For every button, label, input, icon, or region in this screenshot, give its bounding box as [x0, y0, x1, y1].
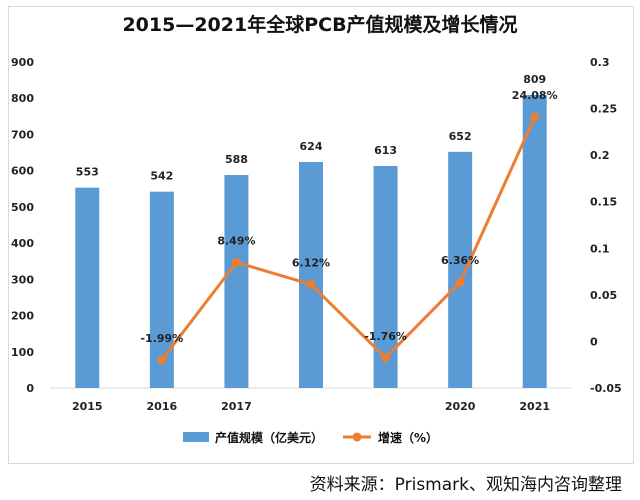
- y-left-tick-label: 400: [11, 237, 34, 250]
- bar: [75, 187, 100, 388]
- y-left-tick-label: 100: [11, 346, 34, 359]
- line-point: [455, 277, 465, 287]
- line-point: [231, 257, 241, 267]
- bar-value-label: 624: [300, 140, 323, 153]
- x-tick-label: 2021: [519, 400, 550, 413]
- legend-layer: 产值规模（亿美元） 增速（%）: [183, 430, 438, 445]
- legend-swatch-marker: [352, 432, 362, 442]
- legend-swatch-bar: [183, 432, 209, 442]
- line-layer: [157, 112, 540, 365]
- y-left-tick-label: 600: [11, 165, 34, 178]
- y-right-tick-label: 0: [590, 335, 598, 348]
- x-tick-label: 2016: [147, 400, 178, 413]
- bar: [299, 161, 323, 388]
- y-left-tick-label: 900: [11, 56, 34, 69]
- bar-value-label: 809: [523, 73, 546, 86]
- y-right-tick-label: -0.05: [590, 382, 622, 395]
- bar: [448, 151, 473, 388]
- line-point: [157, 355, 167, 365]
- line-point: [530, 112, 540, 122]
- labels-layer: 553 542 588 624 613 652 809 -1.99% 8.49% 6.12% -1.…: [76, 73, 558, 345]
- y-left-tick-label: 300: [11, 273, 34, 286]
- x-tick-label: 2017: [221, 400, 252, 413]
- line-point: [381, 353, 391, 363]
- y-left-tick-label: 200: [11, 310, 34, 323]
- x-tick-label: 2020: [445, 400, 476, 413]
- chart-title: 2015—2021年全球PCB产值规模及增长情况: [122, 14, 518, 36]
- line-value-label: 8.49%: [217, 234, 255, 247]
- line-point: [306, 279, 316, 289]
- bar-value-label: 588: [225, 153, 248, 166]
- chart-frame: [8, 6, 634, 464]
- y-left-tick-label: 800: [11, 92, 34, 105]
- bar-value-label: 542: [150, 170, 173, 183]
- source-note: 资料来源：Prismark、观知海内咨询整理: [309, 475, 622, 495]
- y-right-tick-label: 0.1: [590, 242, 610, 255]
- line-value-label: -1.76%: [364, 330, 407, 343]
- y-left-tick-label: 700: [11, 128, 34, 141]
- bars-layer: [75, 94, 547, 388]
- bar-value-label: 613: [374, 144, 397, 157]
- x-tick-label: 2015: [72, 400, 103, 413]
- legend-label-line: 增速（%）: [378, 430, 438, 445]
- axes-layer: 0 100 200 300 400 500 600 700 800 900 -0.05 0 0.05 0.…: [11, 56, 622, 413]
- growth-line: [160, 116, 537, 361]
- y-right-tick-label: 0.05: [590, 289, 617, 302]
- y-right-tick-label: 0.25: [590, 103, 617, 116]
- line-value-label: 24.08%: [512, 89, 558, 102]
- bar-value-label: 553: [76, 166, 99, 179]
- line-value-label: 6.36%: [441, 254, 479, 267]
- y-right-tick-label: 0.3: [590, 56, 610, 69]
- y-left-tick-label: 0: [26, 382, 34, 395]
- bar: [149, 191, 174, 388]
- bar-value-label: 652: [449, 130, 472, 143]
- legend-label-bar: 产值规模（亿美元）: [215, 430, 323, 445]
- bar: [224, 175, 249, 388]
- y-right-tick-label: 0.15: [590, 196, 617, 209]
- y-left-tick-label: 500: [11, 201, 34, 214]
- line-value-label: 6.12%: [292, 256, 330, 269]
- y-right-tick-label: 0.2: [590, 149, 610, 162]
- line-value-label: -1.99%: [140, 332, 183, 345]
- bar: [522, 94, 547, 388]
